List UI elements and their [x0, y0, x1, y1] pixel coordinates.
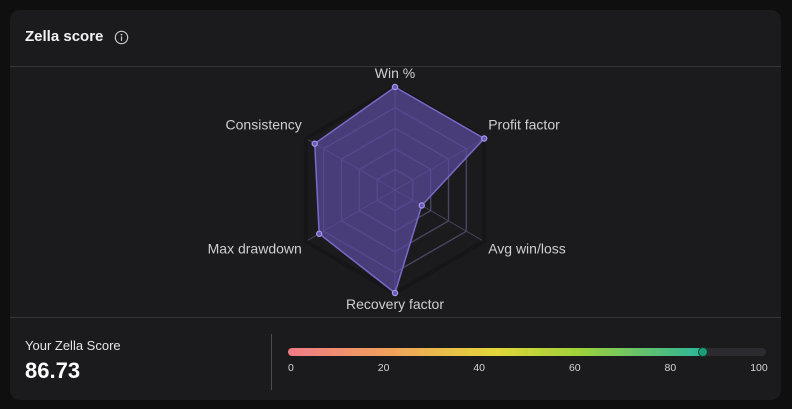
score-label: Your Zella Score	[25, 338, 121, 353]
scale-tick-100: 100	[750, 362, 768, 374]
card-header: Zella score	[10, 10, 781, 67]
radar-point-2	[418, 202, 425, 209]
scale-tick-80: 80	[664, 362, 677, 374]
radar-point-1	[481, 135, 488, 142]
radar-chart: Win % Profit factor Avg win/loss Recovery f…	[208, 67, 566, 312]
radar-point-3	[391, 289, 399, 297]
scale-tick-20: 20	[377, 362, 390, 374]
score-progress-bar	[288, 347, 766, 357]
info-circle-icon[interactable]	[114, 30, 129, 45]
radar-points	[311, 83, 488, 297]
radar-point-0	[391, 83, 399, 91]
score-section: Your Zella Score 86.73 0 20 40 60 80 100	[10, 317, 781, 400]
card-title: Zella score	[25, 28, 104, 45]
score-scale-ticks: 0 20 40 60 80 100	[288, 362, 768, 376]
scale-tick-60: 60	[568, 362, 581, 374]
scale-tick-40: 40	[473, 362, 486, 374]
radar-axis-label-0: Win %	[375, 67, 415, 81]
scale-tick-0: 0	[288, 362, 294, 374]
radar-axis-label-5: Consistency	[226, 117, 302, 133]
radar-axis-label-4: Max drawdown	[208, 241, 302, 257]
zella-score-card: Zella score Win % Profit factor Avg win/lo…	[10, 10, 781, 400]
score-progress-fill	[288, 348, 703, 356]
score-value: 86.73	[25, 358, 81, 383]
radar-point-5	[311, 140, 318, 147]
radar-axis-label-3: Recovery factor	[346, 296, 444, 312]
radar-axis-label-2: Avg win/loss	[488, 241, 566, 257]
radar-labels: Win % Profit factor Avg win/loss Recovery f…	[208, 67, 566, 312]
radar-axis-label-1: Profit factor	[488, 117, 560, 133]
vertical-divider	[271, 334, 272, 390]
radar-point-4	[315, 230, 323, 237]
score-progress-marker	[697, 347, 708, 357]
